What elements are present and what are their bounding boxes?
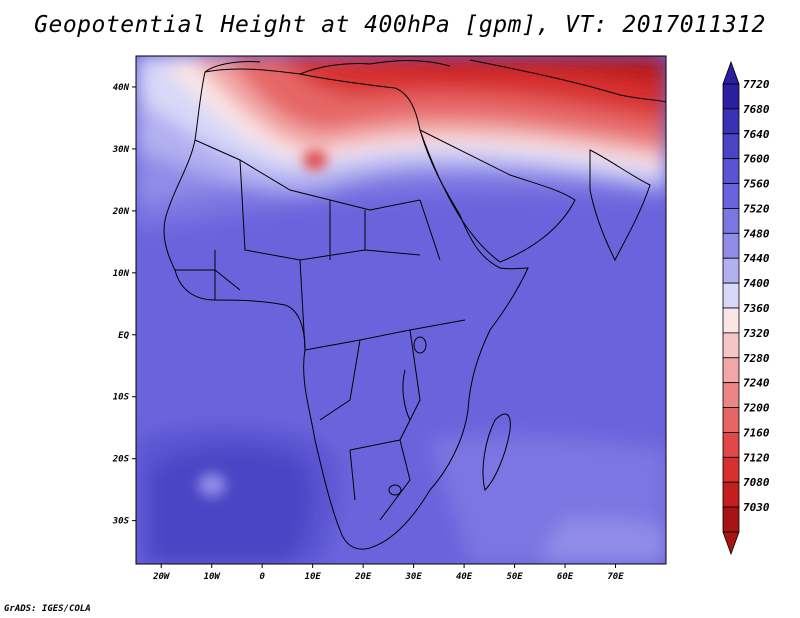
x-tick-label: 10W [204,572,222,582]
x-axis: 20W 10W 0 10E 20E 30E 40E 50E 60E 70E [152,564,624,582]
colorbar-swatch [722,432,740,458]
colorbar-swatch [722,382,740,408]
y-tick-label: 10N [113,269,130,279]
y-tick-label: 20N [112,207,130,217]
colorbar-label: 7240 [743,377,770,390]
colorbar-swatch [722,481,740,508]
colorbar-label: 7160 [743,426,770,439]
height-field [136,56,666,564]
colorbar-swatch [722,357,740,384]
y-tick-label: EQ [118,331,129,341]
colorbar-label: 7560 [743,178,770,191]
colorbar-label: 7200 [743,402,770,415]
x-tick-label: 60E [557,572,574,582]
colorbar-swatch [722,282,740,309]
colorbar-swatch [722,232,740,259]
colorbar-bottom-arrow [722,531,740,556]
colorbar-label: 7480 [743,227,770,240]
colorbar-label: 7600 [743,153,770,166]
colorbar-swatch [722,183,740,209]
x-tick-label: 20E [354,572,372,582]
colorbar-label: 7080 [743,476,770,489]
colorbar-label: 7520 [743,202,770,215]
colorbar-top-arrow [722,60,740,85]
colorbar-swatch [722,158,740,184]
y-tick-label: 10S [113,393,130,403]
y-axis: 40N 30N 20N 10N EQ 10S 20S 30S [112,83,136,527]
plot-frame [135,55,667,565]
colorbar: 7720 7680 7640 7600 7560 7520 7480 7440 7400 7360… [722,60,770,556]
colorbar-swatch [722,307,740,334]
y-tick-label: 20S [112,455,130,465]
colorbar-label: 7440 [743,252,770,265]
colorbar-label: 7120 [743,451,770,464]
colorbar-swatch [722,208,740,234]
colorbar-swatch [722,456,740,483]
colorbar-swatch [722,506,740,533]
grads-credit: GrADS: IGES/COLA [4,604,91,614]
colorbar-swatch [722,133,740,160]
colorbar-swatch [722,332,740,359]
x-tick-label: 20W [152,572,171,582]
y-tick-label: 30S [112,517,130,527]
x-tick-label: 50E [506,572,523,582]
y-tick-label: 30N [112,145,130,155]
colorbar-label: 7400 [743,277,770,290]
colorbar-swatch [722,108,740,135]
colorbar-label: 7280 [743,352,770,365]
x-tick-label: 10E [305,572,322,582]
x-tick-label: 0 [259,572,265,582]
colorbar-swatch [722,83,740,110]
colorbar-label: 7720 [743,78,770,91]
colorbar-swatch [722,407,740,433]
x-tick-label: 70E [607,572,624,582]
y-tick-label: 40N [113,83,130,93]
colorbar-label: 7640 [743,128,770,141]
coastlines [163,59,666,550]
colorbar-swatch [722,257,740,284]
colorbar-label: 7030 [743,501,770,514]
map-title: Geopotential Height at 400hPa [gpm], VT:… [34,12,766,38]
x-tick-label: 40E [456,572,473,582]
colorbar-label: 7320 [743,327,770,340]
colorbar-label: 7360 [743,302,770,315]
x-tick-label: 30E [404,572,422,582]
colorbar-label: 7680 [743,103,770,116]
